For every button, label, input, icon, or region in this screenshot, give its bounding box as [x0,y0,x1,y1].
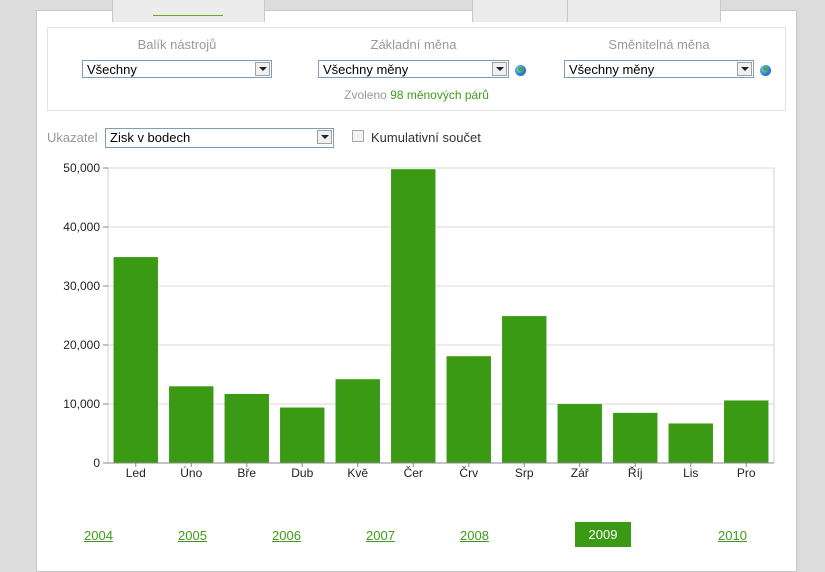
indicator-select-value: Zisk v bodech [110,130,191,145]
tab-left[interactable] [112,0,265,22]
year-link[interactable]: 2006 [272,528,301,543]
bar [335,379,380,463]
selected-pairs-count: 98 měnových párů [390,88,489,102]
base-currency-label: Základní měna [370,37,457,52]
filter-box: Balík nástrojů Všechny Základní měna Vše… [47,27,786,111]
cumulative-label: Kumulativní součet [371,130,481,145]
x-tick-label: Led [126,466,146,480]
x-tick-label: Črv [459,465,478,480]
toolkit-select-value: Všechny [87,62,137,77]
tab-right[interactable] [567,0,721,22]
bar [557,404,602,463]
dropdown-arrow-icon[interactable] [492,62,507,76]
indicator-row: Ukazatel Zisk v bodech Kumulativní souče… [47,127,787,149]
dropdown-arrow-icon[interactable] [255,62,270,76]
x-tick-label: Čer [404,465,423,480]
quote-currency-select[interactable]: Všechny měny [564,60,754,78]
toolkit-filter: Balík nástrojů Všechny [82,36,272,78]
toolkit-select[interactable]: Všechny [82,60,272,78]
dropdown-arrow-icon[interactable] [737,62,752,76]
indicator-label: Ukazatel [47,130,98,145]
tab-left-label-underline [153,15,223,16]
bar-chart: 0 10,000 20,000 30,000 40,000 50,000 Led Úno Bře… [63,161,775,480]
y-tick-label: 40,000 [63,220,100,234]
base-currency-select[interactable]: Všechny měny [318,60,509,78]
year-link[interactable]: 2004 [84,528,113,543]
cumulative-checkbox[interactable] [352,130,364,142]
x-tick-label: Kvě [347,466,368,480]
x-tick-label: Bře [237,466,256,480]
bar [280,407,325,463]
bar [113,257,158,463]
globe-icon[interactable] [760,65,771,76]
bar [169,386,214,463]
y-tick-label: 20,000 [63,338,100,352]
year-link[interactable]: 2010 [718,528,747,543]
year-link[interactable]: 2007 [366,528,395,543]
base-currency-filter: Základní měna Všechny měny [318,36,509,78]
base-currency-select-value: Všechny měny [323,62,409,77]
year-link[interactable]: 2008 [460,528,489,543]
bar [446,356,491,463]
y-tick-label: 30,000 [63,279,100,293]
year-tab-active[interactable]: 2009 [575,522,631,547]
selected-pairs-note: Zvoleno 98 měnových párů [48,88,785,102]
x-tick-label: Pro [737,466,756,480]
y-tick-label: 10,000 [63,397,100,411]
dropdown-arrow-icon[interactable] [317,130,332,144]
x-tick-label: Lis [683,466,698,480]
quote-currency-label: Směnitelná měna [608,37,710,52]
bar [502,316,547,463]
x-tick-label: Říj [628,465,643,480]
x-tick-label: Dub [291,466,313,480]
x-tick-label: Zář [571,466,590,480]
x-tick-label: Úno [180,465,202,480]
bar [724,400,769,463]
plot-area [107,167,775,464]
globe-icon[interactable] [515,65,526,76]
indicator-select[interactable]: Zisk v bodech [105,128,334,148]
bar [668,423,713,463]
x-tick-label: Srp [515,466,534,480]
toolkit-label: Balík nástrojů [137,37,217,52]
bar [613,412,658,463]
year-link[interactable]: 2005 [178,528,207,543]
bar [224,393,269,463]
y-tick-label: 50,000 [63,161,100,175]
y-tick-label: 0 [93,456,100,470]
selected-prefix: Zvoleno [344,88,387,102]
quote-currency-filter: Směnitelná měna Všechny měny [564,36,754,78]
quote-currency-select-value: Všechny měny [569,62,655,77]
bar [391,169,436,463]
